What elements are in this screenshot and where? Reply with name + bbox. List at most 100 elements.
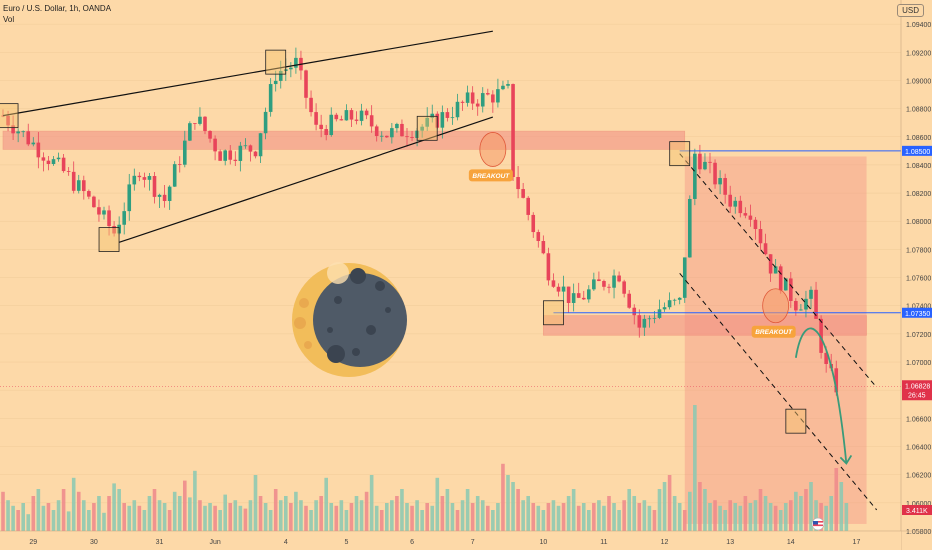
candle-body <box>526 197 530 215</box>
candle-body <box>41 157 46 161</box>
volume-bar <box>612 503 616 531</box>
time-tick-label: 5 <box>344 539 348 546</box>
volume-bar <box>753 500 758 531</box>
volume-bar <box>475 496 480 531</box>
highlight-box <box>265 49 287 75</box>
volume-bar <box>92 503 96 531</box>
time-tick-label: 13 <box>726 539 734 546</box>
volume-bar <box>576 505 581 531</box>
breakout-markers: BREAKOUT BREAKOUT <box>468 132 796 338</box>
candle-body <box>445 112 450 118</box>
volume-bar <box>385 503 389 531</box>
volume-tag <box>902 505 932 515</box>
candle-body <box>511 84 515 178</box>
candle-body <box>587 289 591 300</box>
candle-body <box>480 93 485 107</box>
candle-body <box>460 101 465 103</box>
volume-bar <box>319 496 323 531</box>
candle-body <box>662 307 667 310</box>
candle-body <box>486 93 490 95</box>
volume-bar <box>440 496 445 531</box>
candle-body <box>334 114 339 120</box>
volume-bar <box>511 482 515 531</box>
candle-body <box>82 180 86 192</box>
volume-bar <box>647 505 652 531</box>
volume-bar <box>152 489 157 531</box>
volume-bar <box>415 500 419 531</box>
time-tick-label: 17 <box>853 539 861 546</box>
volume-bar <box>506 475 510 531</box>
volume-bar <box>622 500 626 531</box>
volume-bar <box>71 477 76 531</box>
volume-bar <box>743 496 748 531</box>
volume-bar <box>748 503 753 531</box>
highlight-box <box>416 115 438 141</box>
flag-icon <box>811 517 825 531</box>
volume-bar <box>243 508 248 531</box>
volume-bar <box>334 505 339 531</box>
volume-bar <box>698 482 702 531</box>
candle-body <box>501 85 505 90</box>
candle-body <box>743 213 748 216</box>
volume-bar <box>26 514 31 531</box>
price-tick-label: 1.06000 <box>906 501 931 508</box>
volume-bar <box>708 503 712 531</box>
candle-body <box>324 129 328 136</box>
candle-body <box>364 110 369 116</box>
trend-line <box>118 116 494 243</box>
volume-bar <box>642 500 647 531</box>
volume-bar <box>369 475 374 531</box>
volume-bar <box>147 496 152 531</box>
price-tick-label: 1.07600 <box>906 276 931 283</box>
breakout-badge <box>751 325 796 338</box>
price-tick-label: 1.09000 <box>906 78 931 85</box>
volume-bar <box>273 489 278 531</box>
currency-button[interactable]: USD <box>897 4 924 17</box>
volume-bar <box>289 503 293 531</box>
candle-body <box>410 137 414 138</box>
volume-bar <box>501 463 505 531</box>
volume-bar <box>354 496 359 531</box>
symbol-title: Euro / U.S. Dollar, 1h, OANDA <box>3 4 112 13</box>
candle-body <box>541 240 546 254</box>
breakout-badge <box>468 169 513 182</box>
volume-bar <box>314 500 318 531</box>
candle-body <box>789 278 793 301</box>
candle-body <box>218 151 222 161</box>
projection-arrow <box>794 327 853 465</box>
volume-bar <box>400 489 404 531</box>
volume-bar <box>627 489 631 531</box>
candle-body <box>147 176 152 180</box>
candle-body <box>809 289 813 299</box>
volume-bar <box>31 496 36 531</box>
candle-body <box>92 196 96 208</box>
candle-body <box>223 150 227 161</box>
time-tick-label: Jun <box>209 539 220 546</box>
volume-bar <box>632 496 637 531</box>
candle-body <box>152 176 157 197</box>
price-tick-label: 1.07200 <box>906 332 931 339</box>
volume-bar <box>21 503 25 531</box>
price-tick-label: 1.06200 <box>906 473 931 480</box>
volume-bar <box>364 491 369 531</box>
projection-arrowhead <box>839 454 853 465</box>
candle-body <box>718 178 722 185</box>
volume-bar <box>87 510 91 531</box>
volume-bar <box>218 510 222 531</box>
volume-bar <box>607 496 611 531</box>
candle-body <box>71 171 76 191</box>
candle-body <box>208 130 212 139</box>
candle-body <box>688 198 692 258</box>
volume-bar <box>102 512 106 531</box>
volume-bar <box>233 500 238 531</box>
volume-bar <box>445 489 450 531</box>
candle-body <box>531 214 536 233</box>
volume-bar <box>778 510 783 531</box>
candle-body <box>193 123 197 125</box>
highlight-box <box>543 300 564 326</box>
candle-body <box>581 297 586 300</box>
candle-body <box>314 112 318 125</box>
volume-bar <box>11 505 15 531</box>
volume-bar <box>238 505 243 531</box>
